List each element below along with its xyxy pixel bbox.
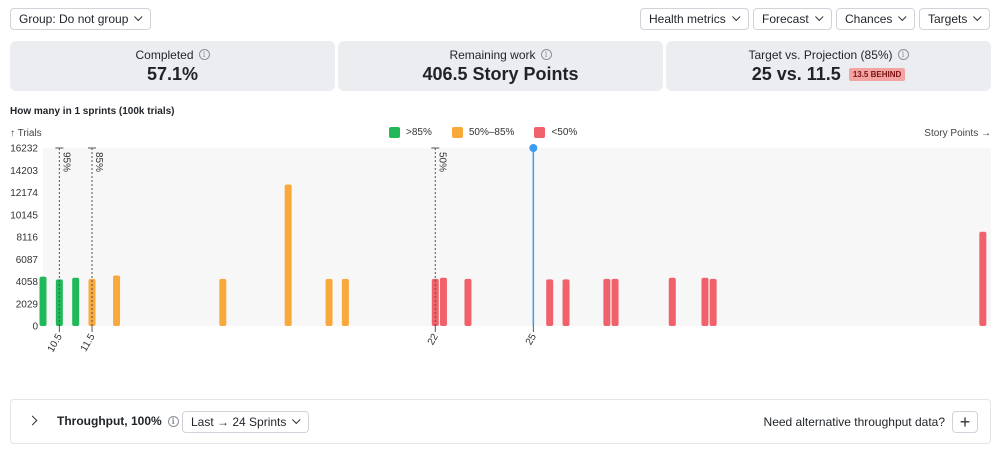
chances-label: Chances xyxy=(845,12,893,26)
y-tick-label: 8116 xyxy=(16,233,38,244)
sprint-range-label: Last → 24 Sprints xyxy=(191,415,287,429)
legend-swatch-red xyxy=(534,127,546,138)
remaining-work-value: 406.5 Story Points xyxy=(422,63,579,84)
chart-title: How many in 1 sprints (100k trials) xyxy=(10,106,175,117)
target-projection-label: Target vs. Projection (85%) xyxy=(748,47,893,62)
targets-dropdown[interactable]: Targets xyxy=(919,8,991,30)
completed-value: 57.1% xyxy=(146,63,199,84)
bar xyxy=(979,231,987,326)
chevron-down-icon xyxy=(134,12,143,22)
bar xyxy=(603,278,611,326)
target-projection-value: 25 vs. 11.5 xyxy=(751,63,841,84)
bar xyxy=(431,278,439,326)
y-tick-label: 16232 xyxy=(10,144,38,155)
bar xyxy=(113,275,121,326)
bar xyxy=(546,279,554,326)
info-icon[interactable]: i xyxy=(167,415,179,427)
chevron-down-icon xyxy=(898,12,907,22)
bar xyxy=(701,277,709,326)
bar xyxy=(325,278,333,326)
bar xyxy=(562,279,570,326)
legend-item-low: <50% xyxy=(534,127,577,138)
legend-swatch-orange xyxy=(451,127,463,138)
x-tick-label: 10.5 xyxy=(46,332,65,355)
y-axis-label: ↑ Trials xyxy=(10,128,42,139)
bar xyxy=(611,278,619,326)
bar xyxy=(55,279,63,326)
y-tick-label: 12174 xyxy=(10,188,38,199)
health-metrics-dropdown[interactable]: Health metrics xyxy=(640,8,749,30)
throughput-title-row: Throughput, 100% i xyxy=(57,414,179,428)
y-tick-label: 4058 xyxy=(16,277,39,288)
y-tick-label: 6087 xyxy=(16,255,39,266)
bar xyxy=(39,276,47,326)
behind-badge: 13.5 BEHIND xyxy=(848,67,906,81)
info-icon[interactable]: i xyxy=(198,49,210,60)
bar xyxy=(72,277,80,326)
bar xyxy=(464,278,472,326)
completed-card: Completed i 57.1% xyxy=(10,41,335,91)
x-tick-label: 25 xyxy=(524,332,539,348)
y-tick-label: 2029 xyxy=(16,299,39,310)
bar xyxy=(709,278,717,326)
health-metrics-label: Health metrics xyxy=(649,12,726,26)
chevron-right-icon[interactable] xyxy=(27,415,38,426)
legend-item-mid: 50%–85% xyxy=(451,127,515,138)
target-projection-card: Target vs. Projection (85%) i 25 vs. 11.… xyxy=(666,41,991,91)
forecast-label: Forecast xyxy=(762,12,809,26)
chances-dropdown[interactable]: Chances xyxy=(836,8,916,30)
legend-label: <50% xyxy=(551,127,578,138)
info-icon[interactable]: i xyxy=(897,49,909,60)
x-tick-label: 11.5 xyxy=(79,332,98,354)
x-axis-label: Story Points → xyxy=(924,128,991,139)
bar xyxy=(439,277,447,326)
group-label: Group: Do not group xyxy=(19,12,129,26)
sprint-range-dropdown[interactable]: Last → 24 Sprints xyxy=(182,411,310,433)
legend-item-high: >85% xyxy=(389,127,432,138)
bar xyxy=(284,184,292,326)
throughput-title: Throughput, 100% xyxy=(57,414,162,428)
x-tick-label: 22 xyxy=(426,332,441,348)
alternative-throughput-text: Need alternative throughput data? xyxy=(763,415,945,429)
chevron-down-icon xyxy=(292,415,301,425)
bar xyxy=(668,277,676,326)
throughput-panel: Throughput, 100% i Last → 24 Sprints Nee… xyxy=(10,399,991,444)
group-dropdown[interactable]: Group: Do not group xyxy=(10,8,152,30)
percentile-label: 50% xyxy=(436,152,447,172)
legend-swatch-green xyxy=(389,127,400,138)
remaining-work-label: Remaining work xyxy=(449,47,536,62)
probability-chart: 0 2029 4058 6087 8116 10145 12174 14203 16232 10.… xyxy=(10,144,991,355)
chevron-down-icon xyxy=(973,12,982,22)
bar xyxy=(88,278,96,326)
targets-label: Targets xyxy=(928,12,968,26)
y-tick-label: 14203 xyxy=(10,166,38,177)
forecast-dropdown[interactable]: Forecast xyxy=(753,8,832,30)
remaining-work-card: Remaining work i 406.5 Story Points xyxy=(338,41,663,91)
add-throughput-button[interactable]: + xyxy=(952,411,978,433)
plot-background xyxy=(43,148,991,326)
y-tick-label: 10145 xyxy=(10,210,38,221)
percentile-label: 95% xyxy=(60,152,71,172)
completed-label: Completed xyxy=(135,47,194,62)
percentile-label: 85% xyxy=(93,152,104,172)
y-tick-label: 0 xyxy=(32,322,38,333)
bar xyxy=(341,278,349,326)
info-icon[interactable]: i xyxy=(540,49,552,60)
chart-legend: >85% 50%–85% <50% xyxy=(389,127,577,138)
chevron-down-icon xyxy=(814,12,824,22)
legend-label: 50%–85% xyxy=(468,127,515,138)
target-marker-dot xyxy=(529,144,538,152)
chevron-down-icon xyxy=(731,12,741,22)
legend-label: >85% xyxy=(406,127,432,138)
bar xyxy=(219,278,227,326)
